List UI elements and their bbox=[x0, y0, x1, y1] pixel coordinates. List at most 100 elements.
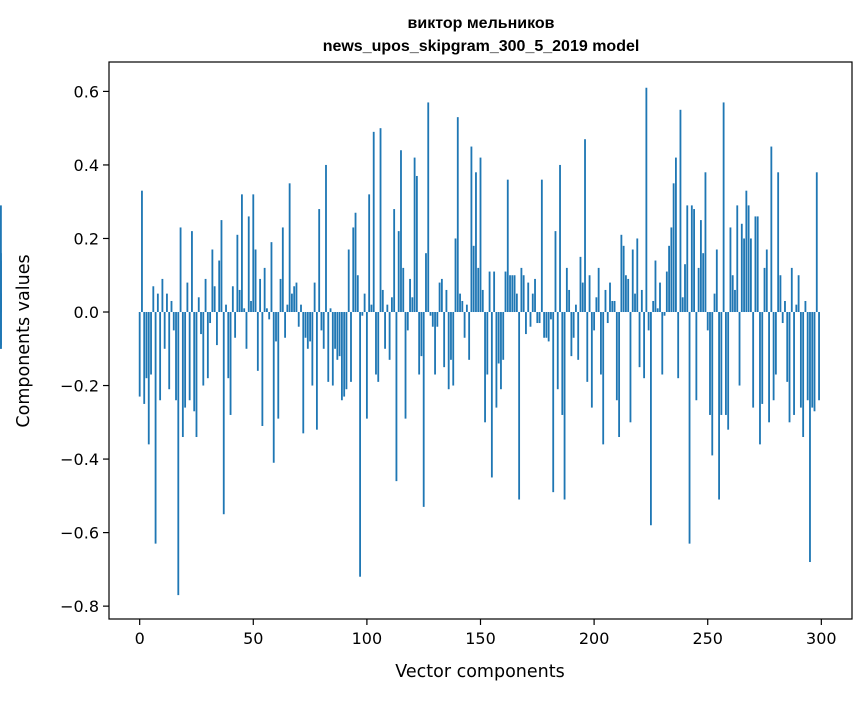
bar-173 bbox=[531, 293, 534, 312]
bar-263 bbox=[736, 205, 739, 313]
bar-3 bbox=[145, 312, 148, 379]
bar-183 bbox=[554, 231, 557, 312]
bar-247 bbox=[699, 220, 702, 312]
bar-226 bbox=[652, 300, 655, 313]
bar-99 bbox=[363, 293, 366, 312]
bar-94 bbox=[352, 227, 355, 313]
bar-159 bbox=[500, 312, 502, 390]
bar-172 bbox=[529, 312, 532, 327]
bar-36 bbox=[220, 220, 223, 312]
bar-217 bbox=[631, 249, 634, 312]
bar-203 bbox=[600, 312, 602, 375]
bar-0 bbox=[138, 312, 141, 397]
bar-151 bbox=[481, 289, 484, 313]
bar-164 bbox=[511, 275, 514, 313]
bar-18 bbox=[179, 227, 182, 313]
x-axis-ticks: 0 50 100 150 200 250 300 bbox=[135, 619, 837, 648]
bar-31 bbox=[209, 312, 212, 324]
x-axis-label: Vector components bbox=[395, 662, 564, 682]
bar-206 bbox=[606, 312, 609, 324]
bar-198 bbox=[588, 275, 591, 313]
bar-91 bbox=[345, 312, 348, 390]
bar-46 bbox=[243, 308, 246, 313]
bar-69 bbox=[295, 282, 298, 312]
bar-134 bbox=[443, 312, 446, 368]
bar-63 bbox=[281, 227, 284, 313]
bar-19 bbox=[181, 312, 184, 438]
bar-187 bbox=[563, 312, 566, 500]
y-tick-label-2: −0.4 bbox=[60, 450, 99, 469]
bar-239 bbox=[681, 297, 684, 313]
bar-139 bbox=[454, 238, 457, 313]
bar-105 bbox=[377, 312, 380, 382]
bar-96 bbox=[356, 275, 359, 313]
bar-257 bbox=[722, 102, 725, 312]
bar-112 bbox=[393, 209, 396, 312]
bar-115 bbox=[400, 150, 402, 313]
bar-166 bbox=[515, 293, 518, 312]
bar-260 bbox=[729, 227, 732, 313]
bar-253 bbox=[713, 293, 716, 312]
bar-208 bbox=[611, 300, 614, 313]
bar-16 bbox=[175, 312, 177, 401]
bar-6 bbox=[152, 286, 155, 313]
bar-214 bbox=[625, 275, 627, 313]
bar-283 bbox=[781, 312, 784, 324]
bar-117 bbox=[404, 312, 407, 419]
bar-273 bbox=[759, 312, 761, 445]
bar-11 bbox=[163, 312, 166, 349]
bar-204 bbox=[602, 312, 605, 445]
bar-158 bbox=[497, 312, 500, 364]
bar-176 bbox=[538, 312, 541, 324]
bar-124 bbox=[420, 312, 423, 357]
bar-28 bbox=[202, 312, 205, 386]
bar-5 bbox=[150, 312, 152, 375]
bar-177 bbox=[540, 179, 543, 313]
bar-111 bbox=[390, 297, 393, 313]
bar-62 bbox=[279, 278, 282, 313]
bar-75 bbox=[309, 312, 311, 342]
bar-200 bbox=[593, 312, 596, 331]
bar-145 bbox=[468, 312, 471, 360]
bar-122 bbox=[415, 175, 418, 312]
bar-123 bbox=[418, 312, 421, 375]
bar-108 bbox=[384, 312, 386, 349]
bar-70 bbox=[297, 312, 300, 327]
bar-23 bbox=[191, 231, 193, 312]
x-tick-label-5: 250 bbox=[692, 629, 723, 648]
y-tick-label-1: −0.6 bbox=[60, 524, 99, 543]
bar-101 bbox=[368, 194, 371, 313]
bar-138 bbox=[452, 312, 455, 386]
x-tick-label-1: 50 bbox=[243, 629, 263, 648]
bar-190 bbox=[570, 312, 573, 357]
bar-10 bbox=[161, 278, 164, 313]
bar-242 bbox=[688, 312, 691, 544]
bar-35 bbox=[218, 260, 221, 312]
bar-212 bbox=[620, 234, 623, 313]
bar-237 bbox=[677, 312, 680, 379]
bar-224 bbox=[647, 312, 650, 331]
bar-304 bbox=[0, 312, 2, 346]
bar-289 bbox=[795, 304, 798, 312]
bar-52 bbox=[256, 312, 259, 371]
bar-280 bbox=[774, 312, 777, 375]
bar-73 bbox=[304, 312, 307, 338]
bar-249 bbox=[704, 172, 707, 313]
bar-155 bbox=[490, 312, 493, 478]
bar-275 bbox=[763, 267, 766, 313]
bar-140 bbox=[456, 117, 459, 313]
bar-103 bbox=[372, 131, 375, 312]
bar-223 bbox=[645, 87, 648, 313]
bar-269 bbox=[749, 238, 752, 313]
plot-frame bbox=[108, 61, 853, 620]
bar-285 bbox=[786, 312, 789, 382]
bar-277 bbox=[768, 312, 770, 423]
bar-236 bbox=[675, 157, 677, 313]
bar-116 bbox=[402, 267, 405, 313]
bar-24 bbox=[193, 312, 196, 412]
bar-43 bbox=[236, 234, 239, 313]
bar-47 bbox=[245, 312, 248, 349]
bar-230 bbox=[661, 312, 664, 375]
bar-106 bbox=[379, 128, 382, 313]
bar-132 bbox=[438, 282, 441, 312]
